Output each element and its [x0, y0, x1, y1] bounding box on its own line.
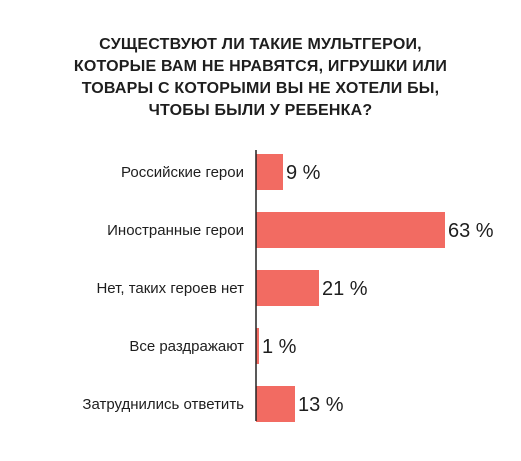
category-label: Российские герои	[121, 164, 244, 181]
value-label: 13 %	[298, 394, 344, 416]
bar	[256, 328, 259, 364]
chart-title-line: ЧТОБЫ БЫЛИ У РЕБЕНКА?	[148, 102, 373, 119]
value-label: 63 %	[448, 220, 494, 242]
value-label: 21 %	[322, 278, 368, 300]
chart-title-line: КОТОРЫЕ ВАМ НЕ НРАВЯТСЯ, ИГРУШКИ ИЛИ	[73, 58, 448, 75]
value-label: 9 %	[286, 162, 321, 184]
chart-title: СУЩЕСТВУЮТ ЛИ ТАКИЕ МУЛЬТГЕРОИ, КОТОРЫЕ …	[0, 34, 521, 122]
bar	[256, 154, 283, 190]
chart-title-line: ТОВАРЫ С КОТОРЫМИ ВЫ НЕ ХОТЕЛИ БЫ,	[81, 80, 440, 97]
category-label: Нет, таких героев нет	[96, 280, 244, 297]
bar	[256, 386, 295, 422]
category-label: Затруднились ответить	[82, 396, 244, 413]
bar	[256, 270, 319, 306]
category-label: Иностранные герои	[107, 222, 244, 239]
chart-title-line: СУЩЕСТВУЮТ ЛИ ТАКИЕ МУЛЬТГЕРОИ,	[99, 36, 422, 53]
bar	[256, 212, 445, 248]
category-label: Все раздражают	[129, 338, 244, 355]
value-label: 1 %	[262, 336, 297, 358]
